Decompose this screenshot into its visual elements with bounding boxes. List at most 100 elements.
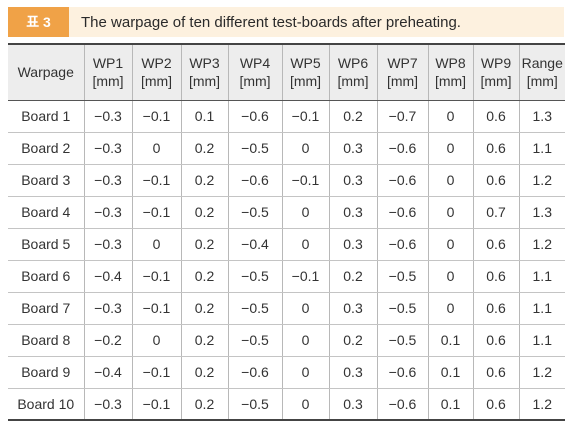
row-label: Board 6: [8, 260, 84, 293]
table-cell: 0.1: [427, 324, 473, 357]
table-cell: −0.1: [131, 388, 181, 421]
table-cell: −0.6: [227, 356, 282, 389]
table-cell: −0.3: [83, 388, 132, 421]
table-cell: 1.1: [518, 132, 565, 165]
table-cell: −0.5: [376, 324, 428, 357]
row-label: Board 7: [8, 292, 84, 325]
column-header-wp5: WP5 [mm]: [281, 43, 329, 101]
table-cell: 1.2: [518, 164, 565, 197]
table-cell: −0.5: [227, 132, 282, 165]
table-cell: 0.2: [180, 228, 228, 261]
table-cell: −0.6: [376, 164, 428, 197]
warpage-table: Warpage WP1 [mm] WP2 [mm] WP3 [mm] WP4 [mm] WP5 [m…: [8, 43, 565, 421]
table-cell: 0: [281, 132, 329, 165]
table-number-tag: 표 3: [8, 7, 69, 37]
column-unit: [mm]: [289, 73, 322, 90]
table-cell: 0.3: [328, 388, 377, 421]
row-label: Board 3: [8, 164, 84, 197]
table-cell: −0.1: [131, 196, 181, 229]
table-row: Board 1 −0.3 −0.1 0.1 −0.6 −0.1 0.2 −0.7 0 0.6 1.3: [8, 100, 565, 133]
column-unit: [mm]: [480, 73, 512, 90]
column-header-wp9: WP9 [mm]: [472, 43, 519, 101]
table-cell: 0.1: [180, 100, 228, 133]
table-cell: 0.6: [472, 100, 519, 133]
table-cell: 1.2: [518, 388, 565, 421]
table-cell: −0.6: [376, 196, 428, 229]
column-unit: [mm]: [337, 73, 369, 90]
column-name: WP4: [239, 55, 271, 72]
column-header-wp3: WP3 [mm]: [180, 43, 228, 101]
table-cell: 0: [131, 132, 181, 165]
table-cell: −0.6: [376, 388, 428, 421]
table-cell: 0.3: [328, 132, 377, 165]
table-cell: 0: [427, 164, 473, 197]
table-cell: −0.1: [281, 164, 329, 197]
row-label: Board 5: [8, 228, 84, 261]
column-header-wp8: WP8 [mm]: [427, 43, 473, 101]
table-cell: 0: [427, 196, 473, 229]
table-cell: 0.6: [472, 228, 519, 261]
table-cell: −0.1: [131, 164, 181, 197]
table-cell: −0.6: [227, 164, 282, 197]
table-cell: 0.6: [472, 324, 519, 357]
table-cell: 1.3: [518, 196, 565, 229]
table-cell: 0.6: [472, 356, 519, 389]
table-cell: −0.4: [227, 228, 282, 261]
table-cell: −0.5: [227, 388, 282, 421]
table-cell: −0.4: [83, 260, 132, 293]
table-cell: −0.5: [227, 260, 282, 293]
table-cell: −0.3: [83, 292, 132, 325]
table-cell: −0.4: [83, 356, 132, 389]
column-name: WP1: [92, 55, 124, 72]
table-cell: −0.5: [227, 292, 282, 325]
column-name: Range: [521, 55, 563, 72]
table-cell: 0.2: [328, 324, 377, 357]
table-cell: 0.6: [472, 132, 519, 165]
column-unit: [mm]: [239, 73, 271, 90]
table-cell: 0: [131, 228, 181, 261]
table-cell: 0: [427, 132, 473, 165]
table-cell: −0.6: [376, 356, 428, 389]
table-cell: 0.2: [328, 260, 377, 293]
table-cell: −0.6: [376, 132, 428, 165]
column-header-wp6: WP6 [mm]: [328, 43, 377, 101]
table-cell: 1.2: [518, 228, 565, 261]
table-row: Board 2 −0.3 0 0.2 −0.5 0 0.3 −0.6 0 0.6 1.1: [8, 132, 565, 165]
column-unit: [mm]: [526, 73, 558, 90]
table-cell: −0.5: [376, 260, 428, 293]
table-cell: −0.1: [131, 260, 181, 293]
column-name: WP3: [189, 55, 220, 72]
row-label: Board 1: [8, 100, 84, 133]
table-cell: 0.1: [427, 388, 473, 421]
table-cell: 1.1: [518, 324, 565, 357]
table-cell: 0: [281, 388, 329, 421]
table-row: Board 6 −0.4 −0.1 0.2 −0.5 −0.1 0.2 −0.5 0 0.6 1.1: [8, 260, 565, 293]
table-row: Board 8 −0.2 0 0.2 −0.5 0 0.2 −0.5 0.1 0.6 1.1: [8, 324, 565, 357]
table-cell: −0.3: [83, 228, 132, 261]
column-name: WP5: [290, 55, 321, 72]
table-cell: 0.2: [180, 260, 228, 293]
table-cell: −0.1: [281, 100, 329, 133]
table-cell: 0.2: [180, 292, 228, 325]
table-row: Board 7 −0.3 −0.1 0.2 −0.5 0 0.3 −0.5 0 0.6 1.1: [8, 292, 565, 325]
table-cell: 0.6: [472, 388, 519, 421]
table-cell: 0.3: [328, 292, 377, 325]
row-label: Board 8: [8, 324, 84, 357]
table-cell: 0.3: [328, 164, 377, 197]
table-cell: 0.1: [427, 356, 473, 389]
table-cell: 0: [427, 228, 473, 261]
table-header-row: Warpage WP1 [mm] WP2 [mm] WP3 [mm] WP4 [mm] WP5 [m…: [8, 43, 565, 101]
column-header-wp4: WP4 [mm]: [227, 43, 282, 101]
table-row: Board 4 −0.3 −0.1 0.2 −0.5 0 0.3 −0.6 0 0.7 1.3: [8, 196, 565, 229]
table-cell: −0.1: [281, 260, 329, 293]
table-row: Board 5 −0.3 0 0.2 −0.4 0 0.3 −0.6 0 0.6 1.2: [8, 228, 565, 261]
table-cell: 0.2: [328, 100, 377, 133]
table-cell: 0.2: [180, 132, 228, 165]
table-cell: 0: [427, 260, 473, 293]
row-label: Board 4: [8, 196, 84, 229]
table-row: Board 10 −0.3 −0.1 0.2 −0.5 0 0.3 −0.6 0.1 0.6 1.2: [8, 388, 565, 421]
table-cell: 0.3: [328, 228, 377, 261]
table-cell: −0.1: [131, 100, 181, 133]
table-cell: −0.5: [227, 196, 282, 229]
table-cell: 0.2: [180, 388, 228, 421]
